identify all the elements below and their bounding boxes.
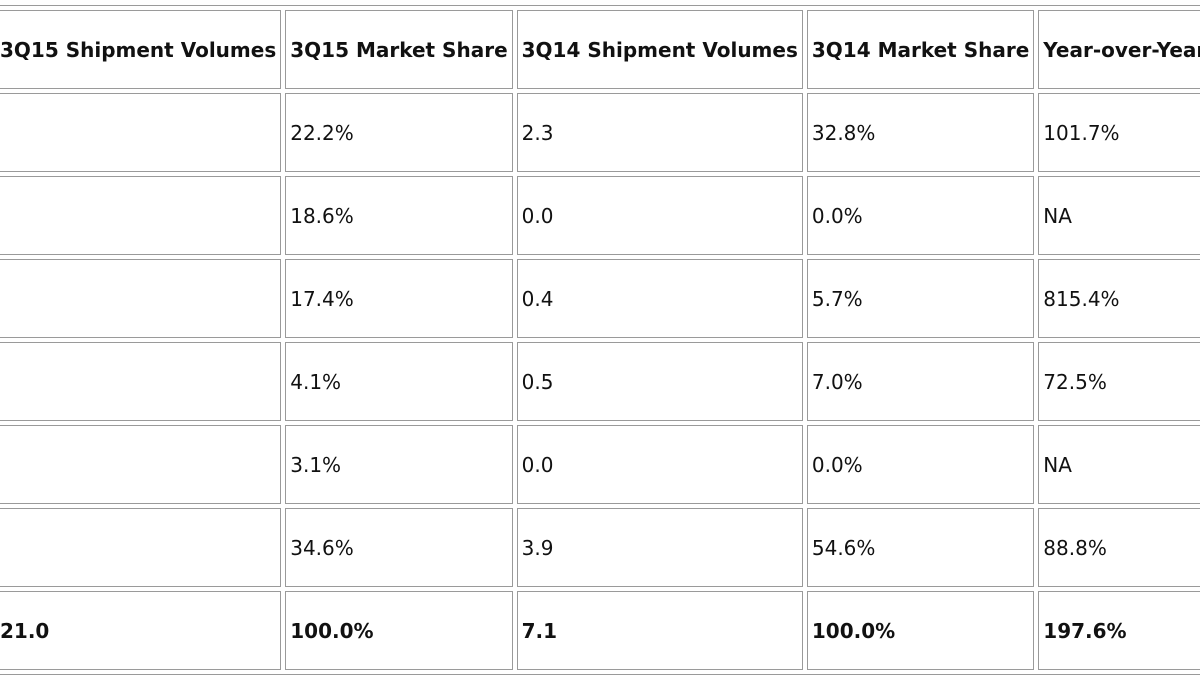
cell-total-yoy-growth: 197.6%: [1038, 591, 1200, 670]
header-3q15-shipment-volumes: 3Q15 Shipment Volumes: [0, 10, 282, 89]
cell-3q14-volume: 0.0: [516, 176, 803, 255]
cell-3q14-volume: 3.9: [516, 508, 803, 587]
cell-3q14-share: 5.7%: [806, 259, 1035, 338]
cell-total-3q14-share: 100.0%: [806, 591, 1035, 670]
cell-3q14-volume: 0.0: [516, 425, 803, 504]
cell-3q15-share: 34.6%: [285, 508, 513, 587]
cell-yoy-growth: 101.7%: [1038, 93, 1200, 172]
header-row: 3Q15 Shipment Volumes 3Q15 Market Share …: [0, 10, 1200, 89]
header-3q14-shipment-volumes: 3Q14 Shipment Volumes: [516, 10, 803, 89]
table-header: 3Q15 Shipment Volumes 3Q15 Market Share …: [0, 10, 1200, 89]
cell-3q15-share: 17.4%: [285, 259, 513, 338]
cell-3q15-share: 4.1%: [285, 342, 513, 421]
cell-3q15-share: 3.1%: [285, 425, 513, 504]
cell-3q15-volume: ·: [0, 176, 282, 255]
table-body: · 22.2% 2.3 32.8% 101.7% · 18.6% 0.0 0.0…: [0, 93, 1200, 670]
header-3q15-market-share: 3Q15 Market Share: [285, 10, 513, 89]
table-row: · 18.6% 0.0 0.0% NA: [0, 176, 1200, 255]
cell-3q14-share: 32.8%: [806, 93, 1035, 172]
table-row: · 3.1% 0.0 0.0% NA: [0, 425, 1200, 504]
cell-3q15-volume: ·: [0, 259, 282, 338]
cell-3q15-volume: ·: [0, 508, 282, 587]
cell-total-3q15-share: 100.0%: [285, 591, 513, 670]
cell-total-3q14-volume: 7.1: [516, 591, 803, 670]
cell-3q14-share: 7.0%: [806, 342, 1035, 421]
table-row: · 22.2% 2.3 32.8% 101.7%: [0, 93, 1200, 172]
cell-total-3q15-volume: 21.0: [0, 591, 282, 670]
cell-3q15-share: 22.2%: [285, 93, 513, 172]
header-3q14-market-share: 3Q14 Market Share: [806, 10, 1035, 89]
cell-yoy-growth: 815.4%: [1038, 259, 1200, 338]
cell-3q15-volume: ·: [0, 425, 282, 504]
cell-3q14-share: 0.0%: [806, 425, 1035, 504]
cell-yoy-growth: NA: [1038, 176, 1200, 255]
cell-3q14-share: 54.6%: [806, 508, 1035, 587]
cell-3q15-volume: ·: [0, 93, 282, 172]
cell-3q14-volume: 0.5: [516, 342, 803, 421]
table-row: · 17.4% 0.4 5.7% 815.4%: [0, 259, 1200, 338]
shipments-table: 3Q15 Shipment Volumes 3Q15 Market Share …: [0, 5, 1200, 675]
cell-yoy-growth: 88.8%: [1038, 508, 1200, 587]
cell-3q15-volume: ·: [0, 342, 282, 421]
cell-3q15-share: 18.6%: [285, 176, 513, 255]
cell-yoy-growth: NA: [1038, 425, 1200, 504]
cell-3q14-volume: 2.3: [516, 93, 803, 172]
cell-yoy-growth: 72.5%: [1038, 342, 1200, 421]
cell-3q14-volume: 0.4: [516, 259, 803, 338]
table-row: · 34.6% 3.9 54.6% 88.8%: [0, 508, 1200, 587]
header-year-over-year-growth: Year-over-Year Growth: [1038, 10, 1200, 89]
table-row: · 4.1% 0.5 7.0% 72.5%: [0, 342, 1200, 421]
table-total-row: 21.0 100.0% 7.1 100.0% 197.6%: [0, 591, 1200, 670]
cell-3q14-share: 0.0%: [806, 176, 1035, 255]
